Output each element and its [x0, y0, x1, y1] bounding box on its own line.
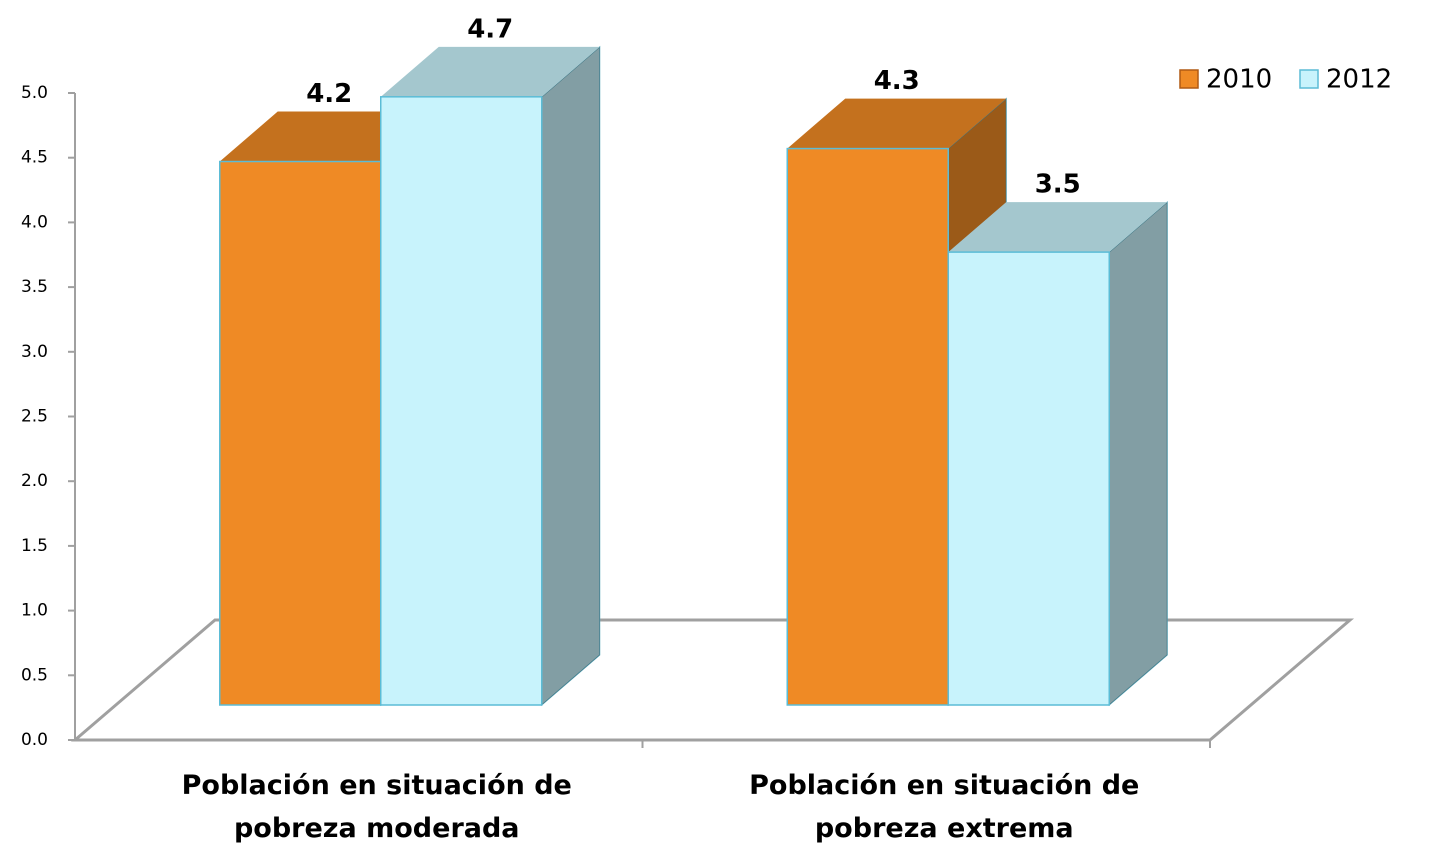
y-tick-label: 0.5: [21, 665, 48, 685]
y-tick-label: 2.0: [21, 471, 48, 491]
bar-top-shade: [948, 202, 1168, 253]
data-label: 4.2: [306, 79, 352, 109]
bar-top: [380, 46, 600, 97]
y-tick-label: 5.0: [21, 83, 48, 103]
bar-side-shade: [541, 46, 600, 705]
y-tick-label: 4.0: [21, 212, 48, 232]
y-tick-label: 0.0: [21, 730, 48, 750]
y-tick-label: 3.5: [21, 277, 48, 297]
legend-swatch: [1299, 69, 1319, 89]
bar-top: [948, 202, 1168, 253]
legend-swatch: [1179, 69, 1199, 89]
bar-side-shade: [1109, 202, 1168, 705]
x-tick-label: Población en situación de pobreza modera…: [181, 770, 572, 844]
bar-top: [787, 98, 1007, 149]
data-label: 3.5: [1035, 170, 1081, 200]
data-label: 4.3: [874, 66, 920, 96]
bar: [786, 147, 949, 706]
bar: [219, 160, 382, 706]
bar: [947, 251, 1110, 706]
y-tick-label: 3.0: [21, 342, 48, 362]
y-tick-label: 2.5: [21, 407, 48, 427]
x-tick-label: Población en situación de pobreza extrem…: [749, 770, 1140, 844]
bar: [380, 96, 543, 706]
y-tick-label: 4.5: [21, 148, 48, 168]
legend-label: 2010: [1206, 65, 1272, 95]
data-label: 4.7: [467, 14, 513, 44]
y-tick-label: 1.0: [21, 601, 48, 621]
legend-label: 2012: [1326, 65, 1392, 95]
bar-top-shade: [787, 98, 1007, 149]
bar-top-shade: [380, 46, 600, 97]
y-tick-label: 1.5: [21, 536, 48, 556]
